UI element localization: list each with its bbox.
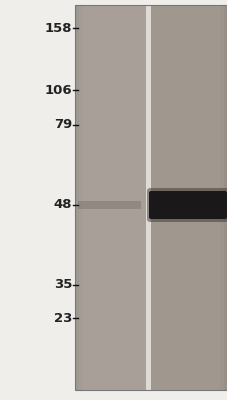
Bar (223, 5, 227, 390)
Bar (75, 5, 227, 390)
Text: 106: 106 (44, 84, 72, 96)
Text: 79: 79 (54, 118, 72, 132)
Bar (75, 5, 79, 390)
Bar (145, 5, 150, 390)
Bar (219, 5, 227, 390)
FancyBboxPatch shape (146, 188, 227, 222)
Text: 35: 35 (53, 278, 72, 292)
Bar (75, 5, 83, 390)
Text: 48: 48 (53, 198, 72, 212)
Text: 23: 23 (53, 312, 72, 324)
Bar (147, 5, 227, 390)
Bar (75, 5, 147, 390)
Bar (78, 201, 140, 209)
Text: 158: 158 (44, 22, 72, 34)
FancyBboxPatch shape (148, 191, 226, 219)
